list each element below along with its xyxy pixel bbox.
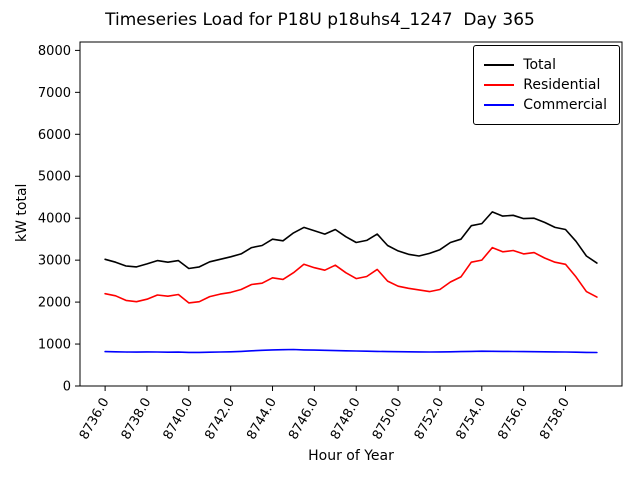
svg-text:8746.0: 8746.0 — [286, 396, 322, 443]
x-axis-label: Hour of Year — [308, 448, 394, 464]
svg-text:3000: 3000 — [38, 254, 71, 269]
total-line-swatch-icon — [484, 64, 515, 66]
commercial-line-swatch-icon — [484, 104, 515, 106]
svg-text:8756.0: 8756.0 — [495, 396, 531, 443]
svg-text:5000: 5000 — [38, 170, 71, 185]
legend-label-commercial: Commercial — [523, 97, 607, 113]
legend-label-total: Total — [523, 57, 556, 73]
svg-text:7000: 7000 — [38, 86, 71, 101]
svg-text:8742.0: 8742.0 — [202, 396, 238, 443]
legend-entry-commercial: Commercial — [484, 97, 607, 113]
chart-title: Timeseries Load for P18U p18uhs4_1247 Da… — [105, 10, 535, 30]
svg-text:8740.0: 8740.0 — [161, 396, 197, 443]
svg-text:8000: 8000 — [38, 44, 71, 59]
svg-text:4000: 4000 — [38, 212, 71, 227]
svg-text:8758.0: 8758.0 — [537, 396, 573, 443]
svg-text:8736.0: 8736.0 — [77, 396, 113, 443]
svg-text:8752.0: 8752.0 — [412, 396, 448, 443]
svg-text:2000: 2000 — [38, 296, 71, 311]
svg-text:8748.0: 8748.0 — [328, 396, 364, 443]
legend: Total Residential Commercial — [473, 45, 620, 125]
svg-text:6000: 6000 — [38, 128, 71, 143]
svg-text:8750.0: 8750.0 — [370, 396, 406, 443]
svg-text:8738.0: 8738.0 — [119, 396, 155, 443]
legend-label-residential: Residential — [523, 77, 601, 93]
residential-line-swatch-icon — [484, 84, 515, 86]
legend-entry-residential: Residential — [484, 77, 607, 93]
svg-text:8754.0: 8754.0 — [454, 396, 490, 443]
legend-entry-total: Total — [484, 57, 607, 73]
svg-text:8744.0: 8744.0 — [244, 396, 280, 443]
y-axis-label: kW total — [14, 183, 30, 242]
svg-text:0: 0 — [63, 380, 71, 395]
svg-text:1000: 1000 — [38, 338, 71, 353]
